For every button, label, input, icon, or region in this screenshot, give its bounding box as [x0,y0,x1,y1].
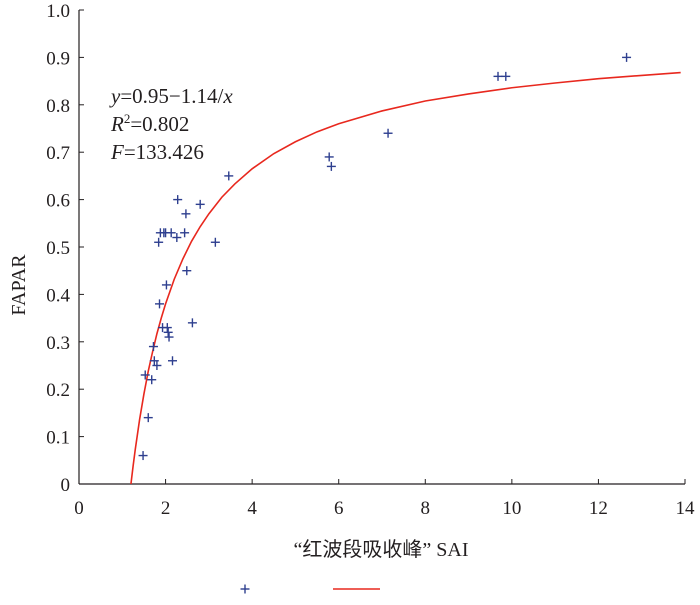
x-tick-label: 10 [502,498,521,519]
scatter-points [138,52,632,461]
data-point [147,375,157,385]
data-point [167,356,177,366]
y-tick-label: 0.1 [46,428,70,449]
data-point [152,361,162,370]
data-point [161,280,171,290]
r-squared-value: =0.802 [130,112,189,136]
data-point [138,451,148,461]
equation-line-3: F=133.426 [110,140,204,164]
data-point [164,332,174,342]
y-axis-ticks: 0 0.1 0.2 0.3 0.4 0.5 0.6 0.7 0.8 0.9 1.0 [46,1,84,496]
data-point [154,237,164,247]
y-axis-title: FAPAR [8,254,30,316]
f-value: =133.426 [124,140,204,164]
data-point [324,152,334,162]
x-tick-label: 6 [334,498,344,519]
x-tick-label: 4 [247,498,257,519]
equation-var-x: x [222,84,233,108]
x-axis-ticks: 0 2 4 6 8 10 12 14 [74,479,695,519]
data-point [173,195,183,205]
fit-curve [130,71,681,485]
data-point [326,161,336,171]
data-point [140,370,150,380]
data-point [149,356,159,366]
data-point [210,237,220,247]
y-tick-label: 0 [61,475,71,496]
data-point [172,233,182,243]
legend [240,584,380,594]
equation-line-2: R2=0.802 [110,111,189,136]
y-tick-label: 0.6 [46,191,70,212]
data-point [163,327,173,337]
equation-line-1: y=0.95−1.14/x [109,84,233,108]
y-tick-label: 0.2 [46,380,70,401]
data-point [187,318,197,328]
x-tick-label: 8 [421,498,431,519]
data-point [195,199,205,209]
y-tick-label: 0.5 [46,238,70,259]
y-tick-label: 0.8 [46,96,70,117]
y-tick-label: 0.4 [46,285,70,306]
equation-expr: =0.95−1.14/ [120,84,223,108]
data-point [181,209,191,219]
y-tick-label: 0.9 [46,48,70,69]
legend-scatter-marker [240,584,250,594]
y-tick-label: 1.0 [46,1,70,22]
data-point [180,228,190,238]
data-point [162,323,172,333]
x-tick-label: 2 [161,498,171,519]
f-var: F [110,140,124,164]
data-point [155,299,165,309]
data-point [166,228,176,238]
data-point [383,128,393,138]
y-tick-label: 0.3 [46,333,70,354]
r-squared-sup: 2 [124,111,131,126]
x-axis-title: “红波段吸收峰” SAI [294,538,469,561]
fit-curve-layer [130,71,681,485]
data-point [148,342,158,352]
data-point [143,413,153,423]
equation-var-y: y [109,84,121,108]
data-point [622,52,632,62]
r-squared-var: R [110,112,124,136]
data-point [224,171,234,181]
x-tick-label: 0 [74,498,84,519]
y-tick-label: 0.7 [46,143,70,164]
x-tick-label: 12 [589,498,608,519]
data-point [501,71,511,81]
plot-frame [78,10,685,485]
x-tick-label: 14 [676,498,696,519]
data-point [182,266,192,276]
data-point [493,71,503,81]
